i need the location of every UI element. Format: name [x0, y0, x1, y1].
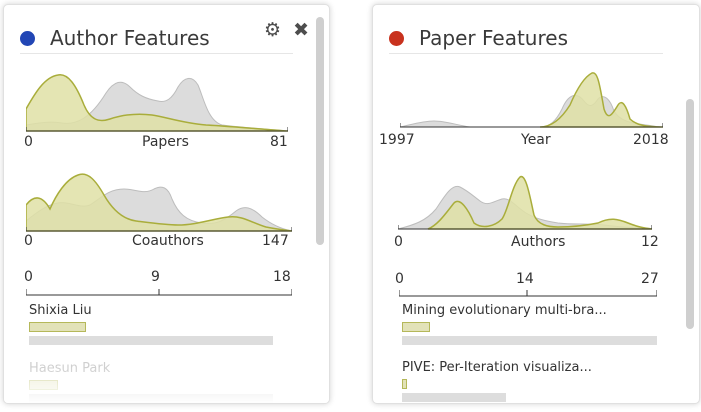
author-color-dot: [20, 31, 35, 46]
paper-panel-scrollbar[interactable]: [686, 99, 694, 329]
coauthors-axis-max: 147: [262, 233, 289, 249]
paper-bar-tick-0: 0: [395, 271, 404, 287]
coauthors-axis-label: Coauthors: [132, 233, 204, 249]
gear-icon[interactable]: ⚙: [264, 19, 282, 41]
author-value-bar: [29, 322, 87, 332]
author-bar-tick-0: 0: [24, 269, 33, 285]
author-total-bar: [29, 394, 273, 403]
author-bar-tick-2: 18: [273, 269, 291, 285]
author-panel-scrollbar[interactable]: [316, 17, 324, 245]
authors-axis-label: Authors: [511, 234, 566, 250]
author-item-0[interactable]: Shixia Liu: [29, 303, 295, 347]
author-total-bar: [29, 336, 273, 345]
authors-axis-max: 12: [641, 234, 659, 250]
authors-distribution-chart: [398, 175, 652, 230]
paper-value-bar: [402, 379, 407, 389]
papers-axis-min: 0: [24, 134, 33, 150]
author-bar-axis: [26, 289, 292, 296]
papers-olive-area: [26, 74, 288, 132]
coauthors-axis-min: 0: [24, 233, 33, 249]
authors-olive-area: [427, 175, 652, 230]
year-axis-label: Year: [521, 132, 551, 148]
author-value-bar: [29, 380, 58, 390]
coauthors-olive-area: [26, 173, 292, 232]
year-axis-min: 1997: [379, 132, 415, 148]
author-panel-title: Author Features: [50, 26, 210, 50]
paper-total-bar: [402, 336, 657, 345]
author-bar-tick-1: 9: [151, 269, 160, 285]
close-icon[interactable]: ✖: [293, 19, 309, 41]
paper-total-bar: [402, 393, 506, 402]
paper-bar-tick-2: 27: [641, 271, 659, 287]
authors-axis-min: 0: [394, 234, 403, 250]
author-features-panel: Author Features ⚙ ✖ 0 Papers 81 0 Coautho…: [3, 4, 330, 404]
paper-bar-axis: [399, 290, 657, 297]
paper-panel-header: Paper Features: [389, 21, 663, 54]
papers-axis-max: 81: [270, 134, 288, 150]
paper-bar-tick-1: 14: [516, 271, 534, 287]
paper-value-bar: [402, 322, 431, 332]
author-item-1[interactable]: Haesun Park: [29, 361, 295, 403]
paper-item-0[interactable]: Mining evolutionary multi-bra...: [402, 303, 660, 347]
paper-features-panel: Paper Features 1997 Year 2018 0 Authors …: [372, 4, 700, 404]
author-name: Shixia Liu: [29, 303, 92, 318]
paper-color-dot: [389, 31, 404, 46]
paper-item-1[interactable]: PIVE: Per-Iteration visualiza...: [402, 360, 660, 403]
paper-title: Mining evolutionary multi-bra...: [402, 303, 607, 318]
papers-axis-label: Papers: [142, 134, 189, 150]
coauthors-distribution-chart: [26, 173, 292, 232]
paper-title: PIVE: Per-Iteration visualiza...: [402, 360, 592, 375]
panel-toolbar: ⚙ ✖: [252, 19, 309, 41]
year-axis-max: 2018: [633, 132, 669, 148]
author-panel-header: Author Features: [20, 21, 293, 54]
paper-panel-title: Paper Features: [419, 26, 568, 50]
papers-distribution-chart: [26, 74, 288, 132]
year-olive-area: [539, 72, 663, 128]
author-name: Haesun Park: [29, 361, 111, 376]
year-distribution-chart: [400, 72, 663, 128]
